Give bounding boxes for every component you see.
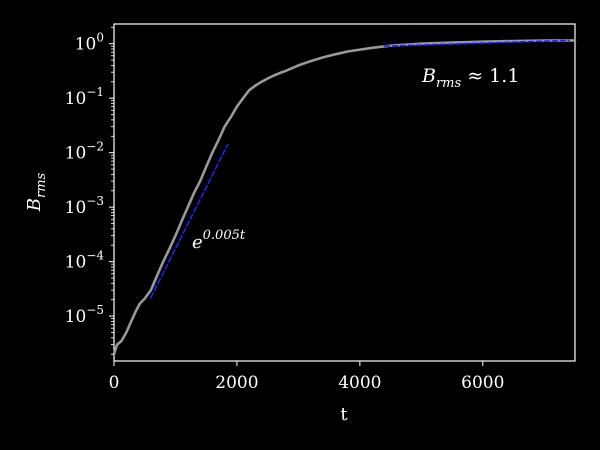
plot-area <box>113 23 576 362</box>
saturation-annotation: Brms ≈ 1.1 <box>421 65 519 91</box>
fit-line-1 <box>150 143 229 299</box>
y-tick-label: 10−3 <box>65 194 104 218</box>
y-tick-label: 10−1 <box>65 85 104 109</box>
data-series-line <box>112 39 577 356</box>
y-tick-label: 10−2 <box>65 140 104 164</box>
y-tick-label: 100 <box>75 31 104 55</box>
x-tick-label: 4000 <box>338 373 381 393</box>
y-ticks: 10−5 10−4 10−3 10−2 10−1 100 <box>65 26 114 355</box>
growth-rate-annotation: e0.005t <box>192 228 246 253</box>
y-axis-title: Brms <box>24 172 49 212</box>
fit-line-2 <box>383 39 570 47</box>
x-axis-title: t <box>340 404 348 425</box>
x-tick-label: 2000 <box>215 373 258 393</box>
x-tick-label: 0 <box>109 373 120 393</box>
y-tick-label: 10−5 <box>65 303 104 327</box>
x-ticks: 0 2000 4000 6000 <box>109 361 504 393</box>
x-tick-label: 6000 <box>461 373 504 393</box>
y-tick-label: 10−4 <box>65 249 105 273</box>
series-layer <box>112 39 577 356</box>
